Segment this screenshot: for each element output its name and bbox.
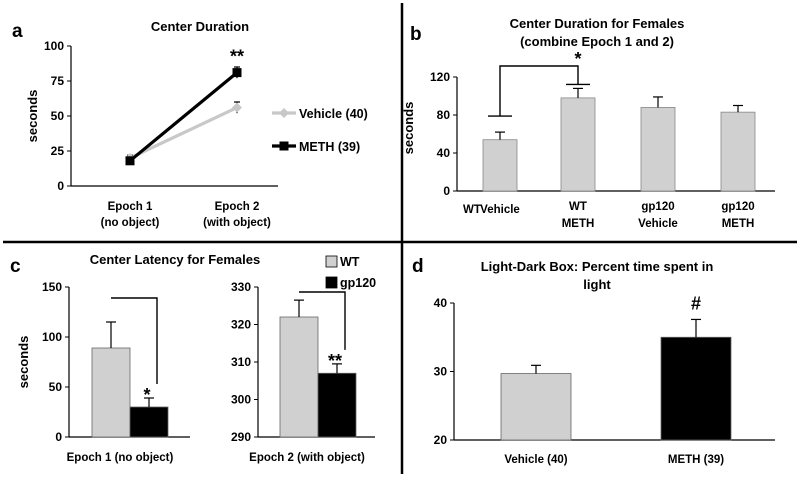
panel-a-ylabel: seconds <box>25 90 40 143</box>
panel-b-ytick-label: 0 <box>443 184 450 198</box>
panel-a-legend-label: Vehicle (40) <box>299 107 368 121</box>
panel-a-point <box>125 156 135 166</box>
panel-a-label: a <box>12 21 23 42</box>
panel-a-category-label: (no object) <box>101 217 160 229</box>
panel-a-point <box>232 102 242 113</box>
panel-a-legend-label: METH (39) <box>299 140 360 154</box>
panel-d-ytick-label: 30 <box>434 365 448 379</box>
panel-c-epoch1-ytick-label: 100 <box>42 330 62 344</box>
panel-c-epoch1-bar <box>91 347 131 438</box>
panel-c-epoch2-ytick-label: 310 <box>231 355 251 369</box>
panel-c-epoch1-ytick-label: 150 <box>42 280 62 294</box>
panel-a-significance: ** <box>230 47 244 67</box>
legend-label-wt: WT <box>340 255 360 269</box>
panel-c-epoch2-bar <box>317 372 357 438</box>
panel-c-ylabel: seconds <box>16 336 31 389</box>
panel-c-epoch2-ytick-label: 330 <box>231 280 251 294</box>
panel-b-ytick-label: 40 <box>437 146 451 160</box>
panel-c-epoch2-ytick-label: 320 <box>231 318 251 332</box>
panel-d-category-label: METH (39) <box>668 454 724 466</box>
panel-b-category-label: METH <box>722 218 755 230</box>
panel-a: a Center Duration seconds 0 25 50 75 100 Epo… <box>12 19 368 229</box>
panel-a-series-line <box>129 106 238 160</box>
panel-b-category-label: METH <box>562 218 595 230</box>
panel-b-category-label: Vehicle <box>480 204 520 216</box>
panel-b-extra-label: WT <box>463 204 481 216</box>
panel-c-epoch1-significance-bracket <box>111 297 158 384</box>
panel-b-ylabel: seconds <box>401 102 416 155</box>
panel-d-ytick-label: 40 <box>434 296 448 310</box>
panel-a-ytick-label: 75 <box>51 74 65 88</box>
panel-a-category-label: Epoch 1 <box>108 201 153 213</box>
panel-c-epoch2-significance-bracket <box>299 291 346 350</box>
panel-c-epoch2-ytick-label: 290 <box>231 430 251 444</box>
legend-swatch-gp120 <box>325 276 338 289</box>
panel-c: c Center Latency for Females seconds WT … <box>10 252 376 464</box>
legend-swatch-wt <box>325 255 338 268</box>
panel-a-title: Center Duration <box>151 19 249 34</box>
panel-c-epoch2-ytick-label: 300 <box>231 393 251 407</box>
panel-d-ytick-label: 20 <box>434 433 448 447</box>
panel-c-epoch1-xlabel: Epoch 1 (no object) <box>67 452 174 464</box>
panel-a-ytick-label: 100 <box>44 39 64 53</box>
panel-a-category-label: (with object) <box>203 217 271 229</box>
panel-b-category-label: gp120 <box>721 201 754 213</box>
panel-b-bar <box>640 107 676 192</box>
panel-c-epoch2-significance: ** <box>328 351 342 371</box>
panel-c-epoch1-ytick-label: 50 <box>49 380 63 394</box>
panel-d-significance: # <box>691 293 701 313</box>
panel-d-title-line1: Light-Dark Box: Percent time spent in <box>481 259 714 274</box>
panel-a-ytick-label: 50 <box>51 109 65 123</box>
panel-a-legend-marker <box>279 141 289 151</box>
panel-b-significance-bracket <box>499 65 579 117</box>
panel-a-ytick-label: 0 <box>57 179 64 193</box>
panel-c-epoch1-significance: * <box>143 385 150 405</box>
panel-b-title-line2: (combine Epoch 1 and 2) <box>520 34 674 49</box>
panel-b-category-label: Vehicle <box>638 218 678 230</box>
panel-d-label: d <box>412 256 424 277</box>
panel-a-point <box>232 68 242 78</box>
panel-b-bar <box>560 97 596 192</box>
panel-c-epoch2-bar <box>279 316 319 438</box>
panel-b-ytick-label: 120 <box>430 70 450 84</box>
panel-c-epoch1-ytick-label: 0 <box>55 430 62 444</box>
panel-c-epoch2-xlabel: Epoch 2 (with object) <box>249 452 365 464</box>
panel-d-bar <box>660 336 732 441</box>
panel-d-bar <box>500 373 572 441</box>
panel-c-label: c <box>10 256 21 277</box>
panel-b-label: b <box>410 24 422 45</box>
panel-c-epoch1-bar <box>129 406 169 438</box>
panel-b-bar <box>482 139 518 192</box>
panel-b-significance: * <box>574 49 581 69</box>
panel-b: b Center Duration for Females (combine E… <box>401 16 775 230</box>
panel-b-title-line1: Center Duration for Females <box>510 16 685 31</box>
panel-b-category-label: gp120 <box>641 201 674 213</box>
panel-c-title: Center Latency for Females <box>90 252 261 267</box>
panel-a-series-line <box>128 71 239 163</box>
panel-d-title-line2: light <box>583 277 611 292</box>
panel-d: d Light-Dark Box: Percent time spent in … <box>412 256 775 466</box>
panel-d-category-label: Vehicle (40) <box>504 454 567 466</box>
panel-b-bar <box>720 111 756 192</box>
panel-b-category-label: WT <box>569 201 587 213</box>
panel-a-ytick-label: 25 <box>51 144 65 158</box>
legend-label-gp120: gp120 <box>340 276 376 290</box>
panel-a-legend-marker <box>279 108 289 118</box>
panel-b-ytick-label: 80 <box>437 108 451 122</box>
panel-a-category-label: Epoch 2 <box>215 201 260 213</box>
